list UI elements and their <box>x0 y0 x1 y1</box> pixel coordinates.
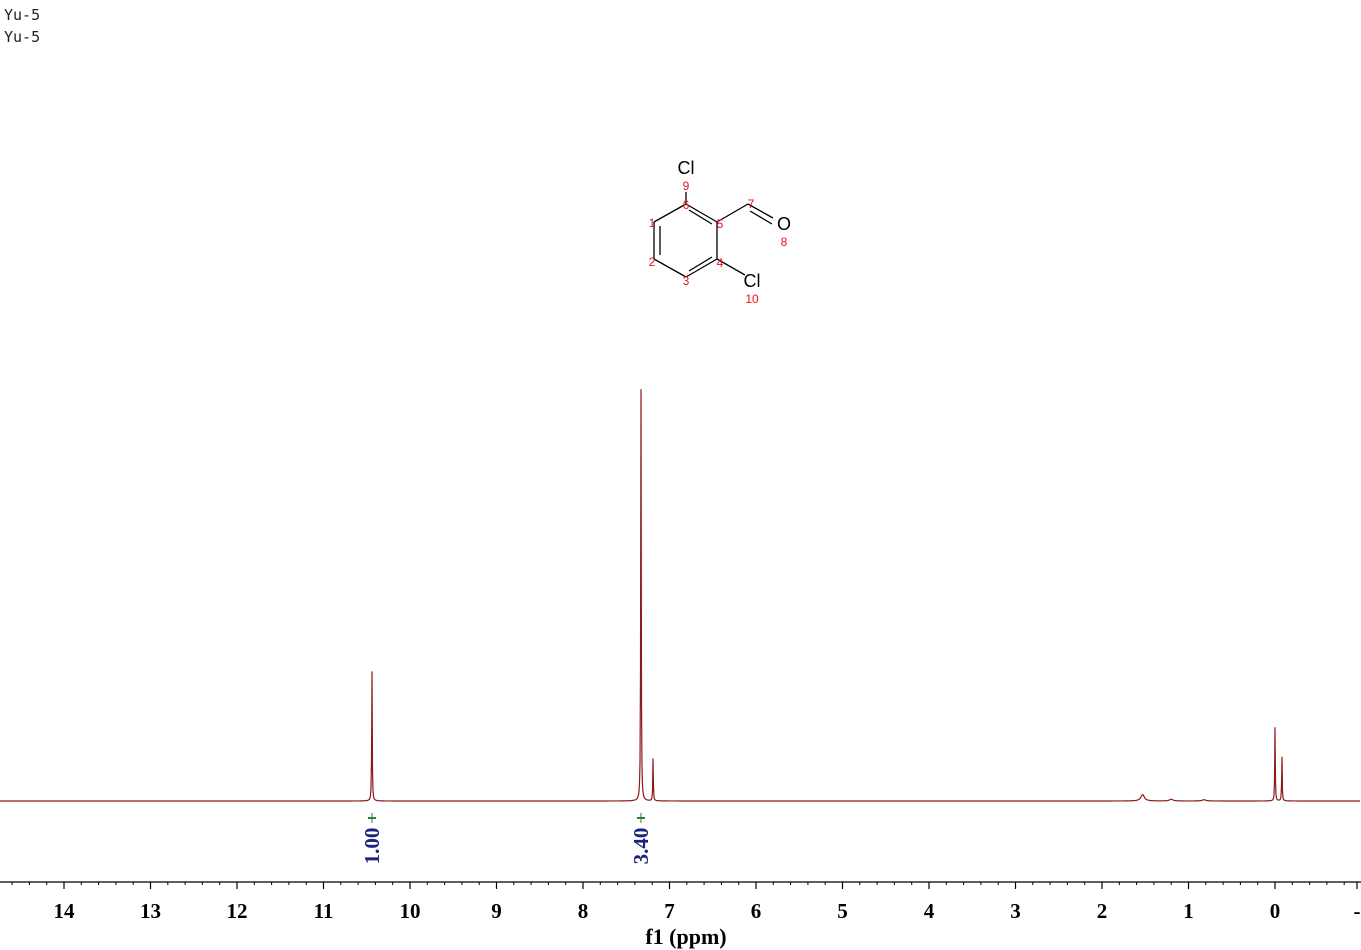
x-tick-label-9: 5 <box>837 899 848 923</box>
atom-number-6: 6 <box>683 198 690 212</box>
x-tick-label-1: 13 <box>140 899 161 923</box>
atom-number-1: 1 <box>649 216 656 230</box>
sample-name-line-2: Yu-5 <box>4 28 41 46</box>
x-tick-label-14: 0 <box>1270 899 1281 923</box>
x-tick-label-8: 6 <box>751 899 762 923</box>
x-tick-label-15: - <box>1354 899 1361 923</box>
atom-number-5: 5 <box>717 217 724 231</box>
x-tick-label-12: 2 <box>1097 899 1108 923</box>
atom-number-10: 10 <box>745 292 759 306</box>
x-tick-label-3: 11 <box>314 899 334 923</box>
atom-number-3: 3 <box>683 274 690 288</box>
integral-label-0: 1.00 <box>360 828 384 865</box>
x-tick-label-13: 1 <box>1183 899 1194 923</box>
atom-number-7: 7 <box>748 197 755 211</box>
x-axis-label: f1 (ppm) <box>645 924 726 949</box>
sample-name-line-1: Yu-5 <box>4 6 41 24</box>
atom-number-9: 9 <box>683 179 690 193</box>
x-tick-label-5: 9 <box>491 899 502 923</box>
spectrum-trace <box>0 389 1360 802</box>
x-tick-label-4: 10 <box>400 899 421 923</box>
molecule-structure: Cl O Cl 1 2 3 4 5 6 7 8 9 10 <box>649 158 791 306</box>
x-tick-label-0: 14 <box>54 899 76 923</box>
x-tick-label-2: 12 <box>227 899 248 923</box>
oxygen-8-atom-label: O <box>777 214 791 234</box>
atom-number-2: 2 <box>649 255 656 269</box>
x-tick-label-11: 3 <box>1010 899 1021 923</box>
x-tick-label-7: 7 <box>664 899 675 923</box>
x-tick-label-6: 8 <box>578 899 589 923</box>
integral-label-1: 3.40 <box>629 828 653 865</box>
chlorine-9-atom-label: Cl <box>678 158 695 178</box>
chlorine-10-atom-label: Cl <box>744 271 761 291</box>
atom-number-8: 8 <box>781 235 788 249</box>
x-tick-label-10: 4 <box>924 899 935 923</box>
atom-number-4: 4 <box>717 256 724 270</box>
x-axis: 14 13 12 11 10 9 8 7 6 5 4 3 2 1 0- <box>0 881 1361 923</box>
sample-header: Yu-5 Yu-5 <box>4 4 40 48</box>
spectrum-layer <box>0 389 1360 802</box>
integral-layer: 1.00 3.40 <box>360 813 653 864</box>
